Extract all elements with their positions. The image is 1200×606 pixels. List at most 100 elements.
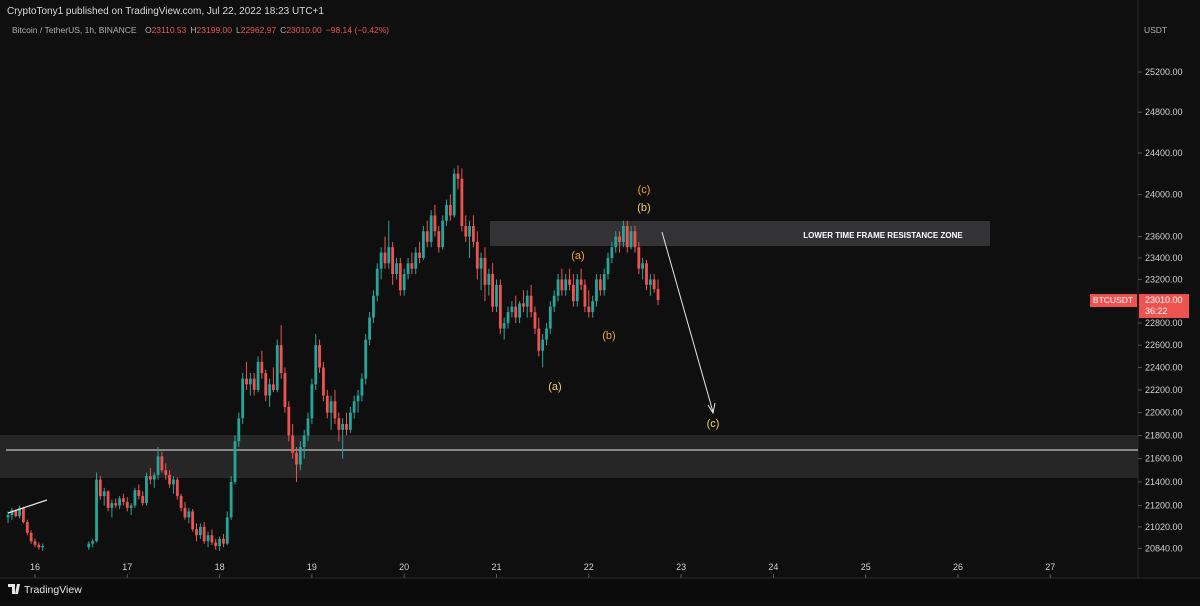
candle-body (310, 384, 314, 419)
legend-value: 23199.00 (197, 25, 233, 35)
candle-body (318, 345, 321, 368)
candle-body (418, 252, 422, 258)
candle-body (483, 257, 487, 285)
candle-body (379, 252, 383, 269)
candle-body (25, 522, 29, 533)
candle-body (172, 479, 175, 485)
candle-body (464, 225, 468, 237)
candle-body (198, 526, 202, 536)
candle-body (591, 301, 595, 313)
candle-body (175, 479, 179, 497)
y-tick-label: 24400.00 (1145, 148, 1183, 158)
candle-body (152, 474, 156, 480)
candle-body (456, 173, 460, 179)
x-tick-label: 22 (584, 562, 594, 572)
candle-body (468, 225, 471, 237)
candle-body (402, 274, 406, 291)
candle-body (633, 231, 637, 248)
x-tick-label: 17 (122, 562, 132, 572)
candle-body (598, 279, 602, 291)
candle-body (506, 312, 510, 324)
candle-body (179, 496, 183, 508)
candle-body (325, 395, 329, 413)
candle-body (102, 491, 106, 497)
candle-body (256, 361, 260, 390)
candle-body (352, 401, 356, 413)
candle-body (556, 279, 560, 296)
candle-body (237, 418, 241, 442)
candle-body (383, 252, 387, 264)
legend-value: 22962.97 (241, 25, 277, 35)
y-tick-label: 22200.00 (1145, 385, 1183, 395)
wave-label: (b) (602, 330, 615, 342)
legend-value: 23110.53 (152, 25, 187, 35)
candle-body (37, 544, 41, 548)
candle-body (260, 361, 264, 374)
candle-body (460, 178, 464, 226)
candle-body (191, 511, 195, 530)
symbol: Bitcoin / TetherUS, 1h, BINANCE (12, 25, 137, 35)
y-tick-label: 24000.00 (1145, 189, 1183, 199)
price-tag-countdown: 36:22 (1145, 306, 1168, 316)
candle-body (183, 507, 187, 518)
axes: 25200.00 24800.00 24400.00 24000.00 23600.00… (30, 67, 1183, 578)
candle-body (391, 247, 395, 275)
y-tick-label: 22000.00 (1145, 408, 1183, 418)
candle-body (187, 511, 191, 518)
candle-body (245, 378, 248, 385)
candle-body (95, 479, 98, 542)
candle-body (337, 418, 341, 430)
legend-key: H (190, 25, 196, 35)
publisher: CryptoTony1 published on TradingView.com… (7, 6, 324, 17)
zone-label: LOWER TIME FRAME RESISTANCE ZONE (803, 231, 963, 240)
candle-body (406, 263, 410, 275)
price-tag-price: 23010.00 (1145, 295, 1183, 305)
candle-body (575, 279, 579, 302)
candle-body (387, 247, 391, 264)
candle-body (622, 225, 625, 242)
drawings-top: LOWER TIME FRAME RESISTANCE ZONE (a) (b)… (7, 184, 963, 514)
candle-body (564, 279, 568, 291)
candle-body (279, 345, 283, 374)
candle-body (341, 424, 345, 430)
candle-body (348, 412, 352, 430)
price-tag-symbol-box (1090, 294, 1137, 308)
wave-label: (c) (707, 418, 720, 430)
x-tick-label: 20 (399, 562, 409, 572)
wave-label: (c) (638, 184, 651, 196)
candle-body (6, 514, 10, 518)
candle-body (414, 252, 418, 269)
candle-body (268, 384, 272, 396)
candle-body (475, 241, 479, 269)
candle-body (372, 295, 375, 318)
brand-logo (8, 584, 20, 594)
candle-body (614, 236, 618, 248)
candle-body (610, 247, 614, 258)
candle-body (568, 279, 571, 285)
candle-body (206, 535, 210, 542)
candle-body (222, 538, 225, 544)
x-tick-label: 27 (1045, 562, 1055, 572)
candle-body (148, 476, 152, 480)
candle-body (541, 339, 545, 351)
candle-body (287, 406, 291, 436)
y-tick-label: 23600.00 (1145, 232, 1183, 242)
candle-body (364, 339, 368, 379)
candle-body (87, 543, 91, 548)
brand-name: TradingView (24, 584, 82, 596)
footer-bar (0, 578, 1200, 601)
candle-body (125, 501, 129, 508)
candle-body (429, 215, 433, 242)
candle-body (421, 231, 425, 258)
candle-body (641, 263, 645, 269)
legend-key: L (236, 25, 241, 35)
candle-body (545, 328, 548, 340)
candle-body (495, 284, 498, 307)
candle-body (225, 517, 229, 544)
candle-body (291, 435, 295, 453)
y-tick-label: 21800.00 (1145, 431, 1183, 441)
symbol-legend: Bitcoin / TetherUS, 1h, BINANCE O23110.5… (12, 25, 389, 35)
candle-body (141, 496, 145, 504)
candle-body (333, 401, 337, 419)
wave-label: (a) (548, 381, 561, 393)
